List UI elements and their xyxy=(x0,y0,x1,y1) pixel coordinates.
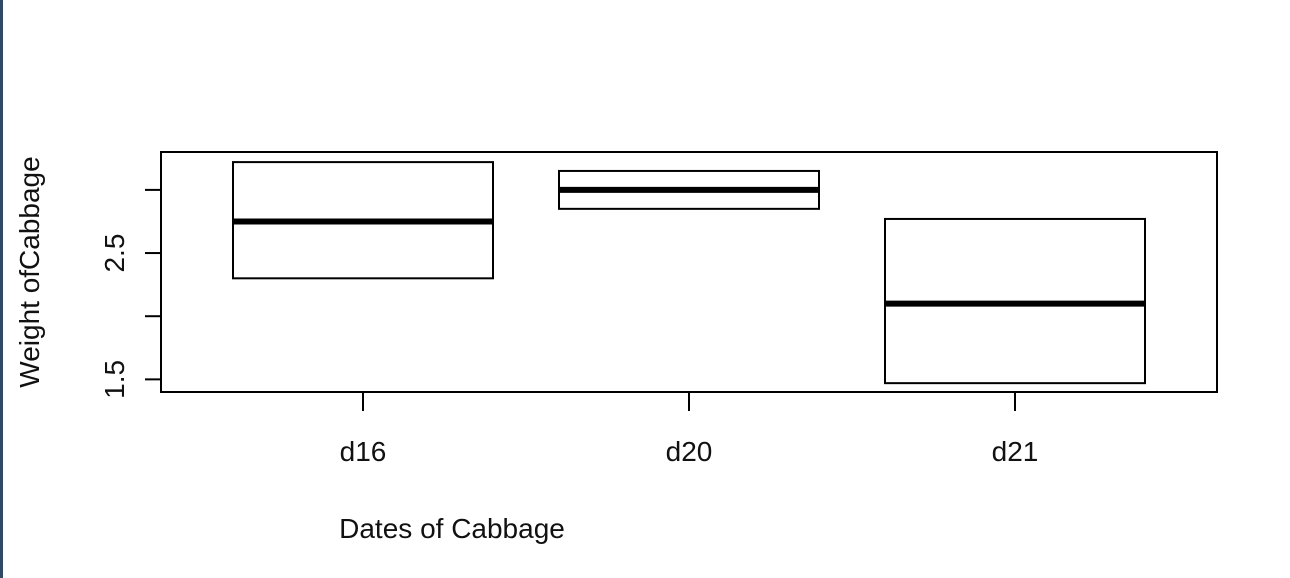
y-axis: 1.5 2.5 xyxy=(99,188,161,399)
x-axis: d16 d20 d21 xyxy=(340,392,1039,467)
x-axis-label: Dates of Cabbage xyxy=(339,513,565,544)
window-edge xyxy=(0,0,3,578)
x-tick-label: d21 xyxy=(992,436,1039,467)
boxes-group xyxy=(232,161,1146,385)
y-tick-label: 2.5 xyxy=(99,234,130,273)
y-tick-label: 1.5 xyxy=(99,360,130,399)
x-tick-label: d20 xyxy=(666,436,713,467)
x-tick-label: d16 xyxy=(340,436,387,467)
y-axis-label: Weight ofCabbage xyxy=(14,156,45,387)
